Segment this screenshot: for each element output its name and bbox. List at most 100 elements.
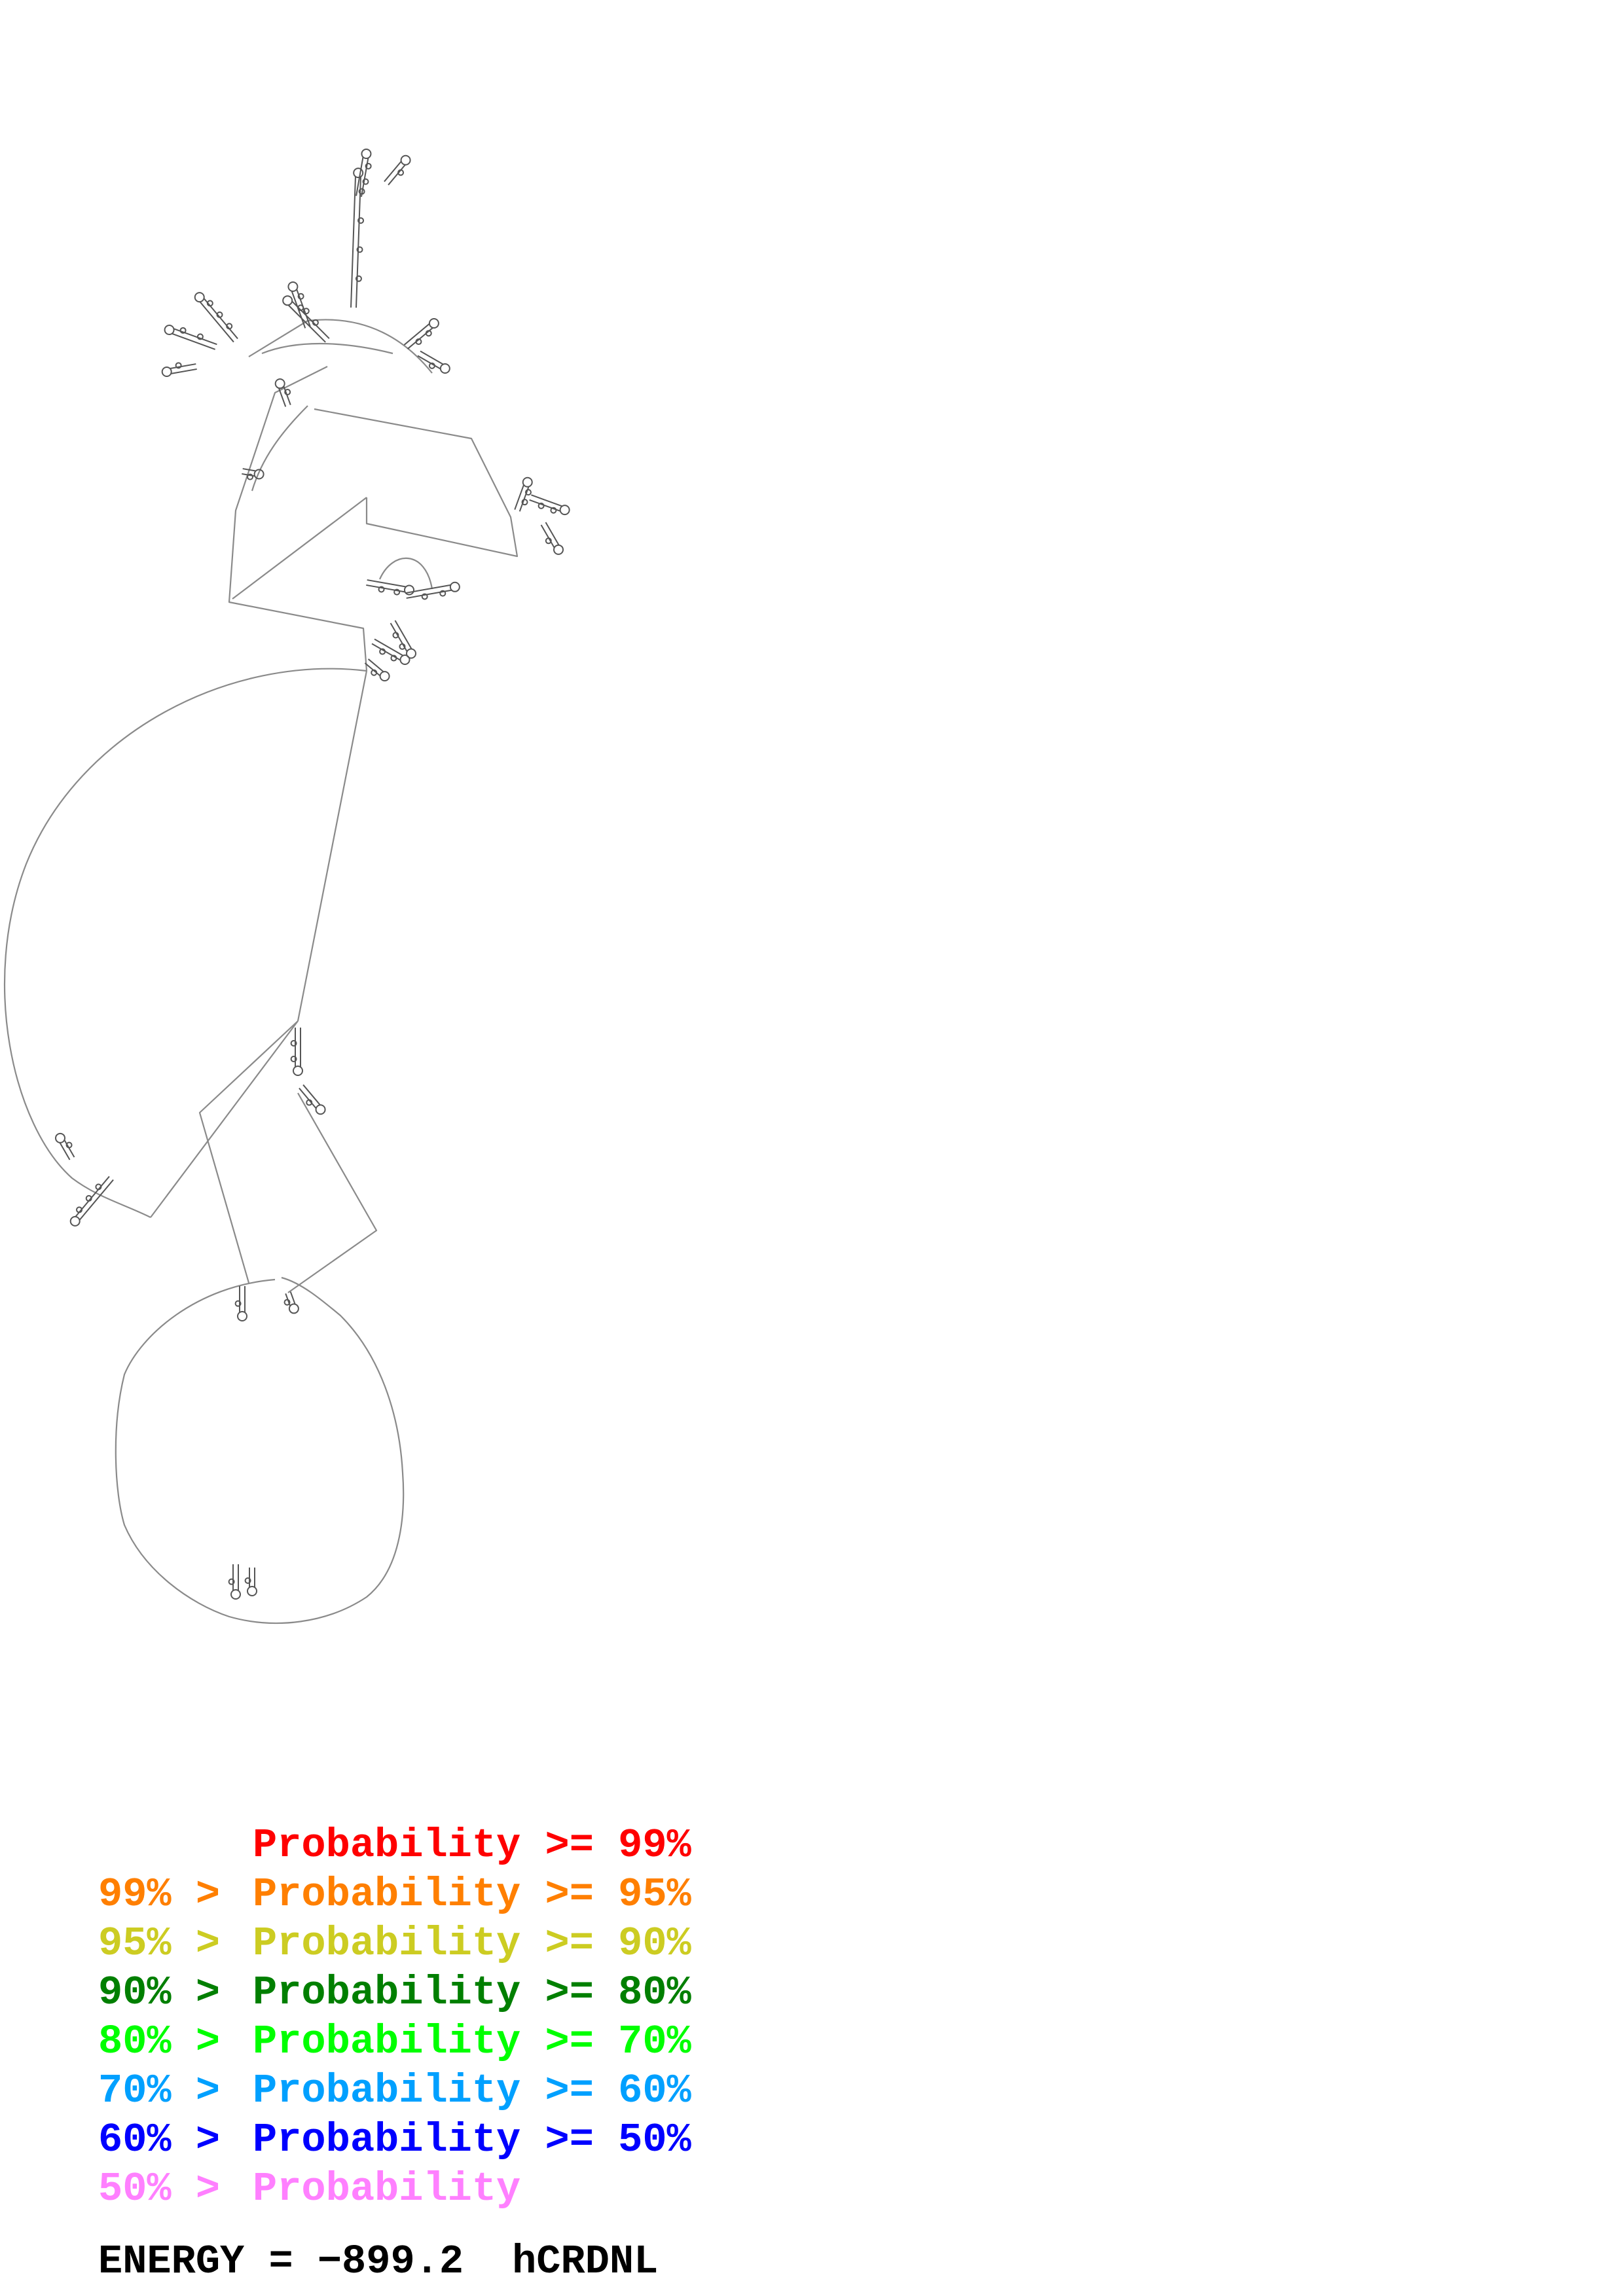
legend-suffix: >= 60%: [545, 2068, 691, 2114]
legend-row: 60% > Probability >= 50%: [98, 2115, 691, 2164]
internal-loop: [524, 489, 532, 496]
legend-row: 80% > Probability >= 70%: [98, 2017, 691, 2066]
helix-stem: [232, 1564, 239, 1590]
internal-loop: [390, 655, 397, 662]
backbone-segment: [287, 1092, 378, 1293]
legend-prefix: 80% >: [98, 2018, 221, 2065]
hairpin-loop: [194, 292, 205, 303]
helix-stem: [239, 1286, 246, 1312]
legend-row: Probability >= 99%: [98, 1821, 691, 1870]
helix-stem: [199, 298, 238, 343]
helix-stem: [403, 323, 433, 350]
hairpin-loop: [282, 295, 293, 306]
backbone-segment: [251, 405, 308, 492]
hairpin-loop: [559, 505, 570, 516]
hairpin-loop: [403, 584, 414, 596]
internal-loop: [85, 1194, 92, 1202]
hairpin-loop: [237, 1311, 247, 1321]
internal-loop: [312, 319, 319, 326]
internal-loop: [306, 1099, 313, 1106]
internal-loop: [302, 308, 310, 315]
hairpin-loop: [439, 363, 450, 374]
internal-loop: [290, 1056, 297, 1062]
hairpin-loop: [161, 366, 172, 377]
internal-loop: [228, 1578, 235, 1585]
internal-loop: [196, 333, 204, 340]
legend-suffix: >= 99%: [545, 1822, 691, 1869]
energy-value: ENERGY = −899.2: [98, 2238, 464, 2285]
hairpin-loop: [274, 378, 285, 389]
helix-stem: [514, 484, 530, 512]
hairpin-loop: [55, 1132, 65, 1143]
internal-loop: [415, 338, 422, 346]
internal-loop: [545, 537, 552, 545]
internal-loop: [95, 1183, 102, 1191]
legend-label: Probability: [253, 1920, 521, 1967]
internal-loop: [175, 362, 182, 369]
energy-footer: ENERGY = −899.2 hCRDNL: [98, 2237, 658, 2286]
internal-loop: [378, 586, 385, 593]
internal-loop: [206, 300, 213, 307]
legend-prefix: 50% >: [98, 2166, 221, 2212]
internal-loop: [550, 507, 557, 514]
internal-loop: [392, 632, 399, 639]
multiloop-circle: [115, 1276, 405, 1624]
legend-prefix: 99% >: [98, 1871, 221, 1918]
legend-row: 95% > Probability >= 90%: [98, 1919, 691, 1968]
helix-stem: [529, 494, 562, 512]
helix-stem: [364, 658, 384, 677]
long-range-arc: [3, 668, 367, 1218]
legend-label: Probability: [253, 1969, 521, 2016]
internal-loop: [283, 1299, 291, 1306]
hairpin-loop: [315, 1104, 326, 1115]
legend-label: Probability: [253, 1871, 521, 1918]
internal-loop: [371, 669, 378, 676]
rna-helices: [55, 149, 570, 1600]
sequence-name: hCRDNL: [512, 2238, 659, 2285]
internal-loop: [290, 1040, 297, 1047]
helix-stem: [295, 1028, 301, 1067]
helix-stem: [356, 157, 369, 197]
hairpin-loop: [353, 168, 364, 179]
internal-loop: [247, 473, 254, 480]
legend-suffix: >= 70%: [545, 2018, 691, 2065]
hairpin-loop: [400, 154, 411, 166]
hairpin-loop: [293, 1066, 303, 1076]
hairpin-loop: [428, 318, 439, 329]
internal-loop: [393, 588, 401, 596]
backbone-segment: [232, 497, 367, 600]
helix-stem: [417, 350, 444, 370]
hairpin-loop: [69, 1215, 81, 1227]
helix-stem: [366, 579, 406, 593]
legend-suffix: >= 95%: [545, 1871, 691, 1918]
hairpin-loop: [230, 1589, 241, 1600]
legend-prefix: 90% >: [98, 1969, 221, 2016]
hairpin-loop: [288, 1303, 299, 1314]
internal-loop: [538, 502, 545, 509]
internal-loop: [297, 293, 304, 300]
internal-loop: [439, 590, 447, 597]
internal-loop: [425, 330, 432, 337]
internal-loop: [179, 327, 187, 334]
internal-loop: [421, 593, 428, 600]
internal-loop: [362, 178, 369, 185]
legend-prefix: 60% >: [98, 2117, 221, 2163]
internal-loop: [284, 389, 291, 396]
internal-loop: [428, 362, 435, 369]
backbone-segment: [198, 1020, 299, 1283]
internal-loop: [76, 1206, 83, 1213]
helix-stem: [170, 363, 197, 374]
internal-loop: [65, 1141, 73, 1149]
probability-legend: Probability >= 99% 99% > Probability >= 95…: [98, 1821, 691, 2214]
hairpin-loop: [449, 581, 460, 592]
legend-prefix: 95% >: [98, 1920, 221, 1967]
internal-loop: [397, 169, 405, 176]
internal-loop: [216, 311, 223, 318]
internal-loop: [521, 499, 528, 506]
helix-stem: [249, 1568, 255, 1587]
backbone-segment: [378, 557, 433, 590]
internal-loop: [244, 1577, 251, 1584]
internal-loop: [399, 643, 406, 650]
internal-loop: [356, 246, 363, 253]
